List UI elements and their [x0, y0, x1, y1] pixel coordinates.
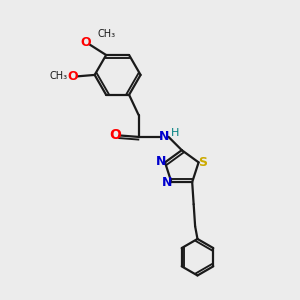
- Text: S: S: [198, 156, 207, 169]
- Text: N: N: [155, 155, 166, 168]
- Text: CH₃: CH₃: [97, 29, 116, 39]
- Text: H: H: [171, 128, 179, 138]
- Text: N: N: [162, 176, 172, 189]
- Text: O: O: [110, 128, 122, 142]
- Text: O: O: [80, 37, 91, 50]
- Text: N: N: [159, 130, 169, 143]
- Text: O: O: [68, 70, 78, 83]
- Text: CH₃: CH₃: [50, 71, 68, 81]
